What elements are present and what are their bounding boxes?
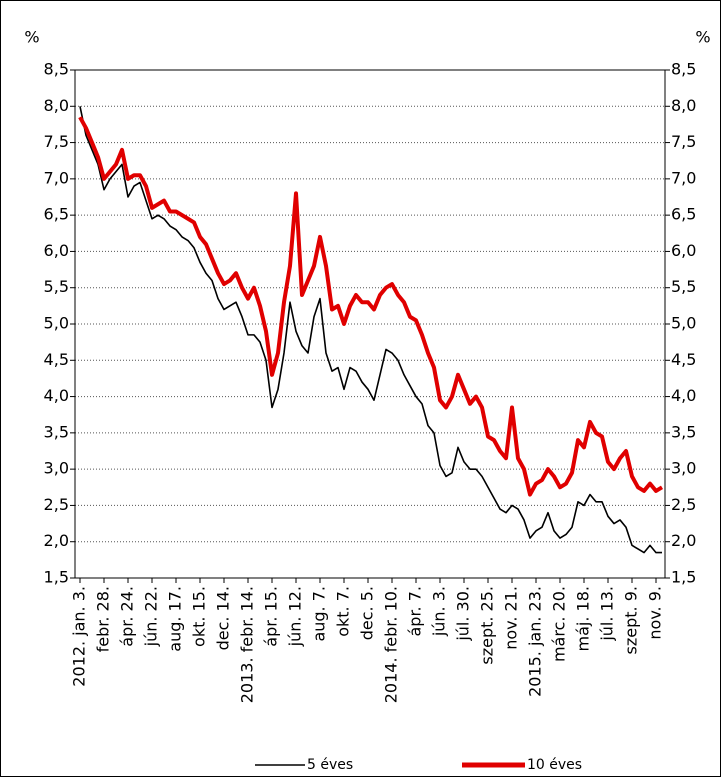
y-tick-label: 6,5 [44, 205, 69, 224]
series-line [79, 106, 662, 554]
y2-tick-label: 1,5 [671, 568, 696, 587]
y2-tick-label: 8,0 [671, 96, 696, 115]
y-tick-label: 7,5 [44, 132, 69, 151]
x-tick-label: ápr. 7. [406, 586, 425, 637]
y-tick-label: 8,0 [44, 96, 69, 115]
legend-label: 10 éves [527, 757, 582, 773]
y-tick-label: 7,0 [44, 168, 69, 187]
y-tick-label: 2,0 [44, 531, 69, 550]
x-tick-label: aug. 17. [166, 586, 185, 652]
y2-tick-label: 3,0 [671, 459, 696, 478]
y2-tick-label: 3,5 [671, 422, 696, 441]
y-tick-label: 3,0 [44, 459, 69, 478]
x-tick-label: júl. 30. [454, 586, 473, 642]
x-tick-label: jún. 3. [430, 586, 449, 637]
x-tick-label: okt. 7. [334, 586, 353, 637]
y-tick-label: 5,0 [44, 314, 69, 333]
x-tick-label: jún. 12. [286, 586, 305, 647]
x-tick-label: 2015. jan. 23. [526, 586, 545, 697]
legend-label: 5 éves [307, 757, 353, 773]
y-tick-label: 1,5 [44, 568, 69, 587]
y-tick-label: 5,5 [44, 277, 69, 296]
x-tick-label: júl. 13. [598, 586, 617, 642]
y-tick-label: 4,5 [44, 350, 69, 369]
y-tick-label: 6,0 [44, 241, 69, 260]
x-tick-label: febr. 28. [94, 586, 113, 652]
x-tick-label: dec. 5. [358, 586, 377, 640]
x-tick-label: márc. 20. [550, 586, 569, 662]
y2-tick-label: 6,0 [671, 241, 696, 260]
y2-tick-label: 7,0 [671, 168, 696, 187]
x-tick-label: szept. 9. [622, 586, 641, 654]
x-tick-label: dec. 14. [214, 586, 233, 650]
series-line [78, 116, 664, 497]
x-tick-label: máj. 18. [574, 586, 593, 651]
plot-frame [74, 69, 666, 579]
x-tick-label: nov. 9. [646, 586, 665, 640]
y2-unit: % [695, 28, 710, 47]
y-tick-label: 3,5 [44, 422, 69, 441]
x-tick-label: 2013. febr. 14. [238, 586, 257, 703]
y2-tick-label: 2,0 [671, 531, 696, 550]
y2-tick-label: 4,0 [671, 386, 696, 405]
x-tick-label: ápr. 15. [262, 586, 281, 647]
y-tick-label: 2,5 [44, 495, 69, 514]
y2-tick-label: 4,5 [671, 350, 696, 369]
x-tick-label: 2014. febr. 10. [382, 586, 401, 703]
x-tick-label: aug. 7. [310, 586, 329, 642]
y2-tick-label: 5,5 [671, 277, 696, 296]
y-tick-label: 8,5 [44, 60, 69, 79]
y2-tick-label: 8,5 [671, 60, 696, 79]
y2-tick-label: 5,0 [671, 314, 696, 333]
x-tick-label: nov. 21. [502, 586, 521, 650]
y-unit: % [24, 28, 39, 47]
x-tick-label: jún. 22. [142, 586, 161, 647]
y2-tick-label: 6,5 [671, 205, 696, 224]
x-tick-label: szept. 25. [478, 586, 497, 665]
y2-tick-label: 7,5 [671, 132, 696, 151]
y-tick-label: 4,0 [44, 386, 69, 405]
x-tick-label: ápr. 24. [118, 586, 137, 647]
y2-tick-label: 2,5 [671, 495, 696, 514]
x-tick-label: okt. 15. [190, 586, 209, 647]
x-tick-label: 2012. jan. 3. [70, 586, 89, 687]
